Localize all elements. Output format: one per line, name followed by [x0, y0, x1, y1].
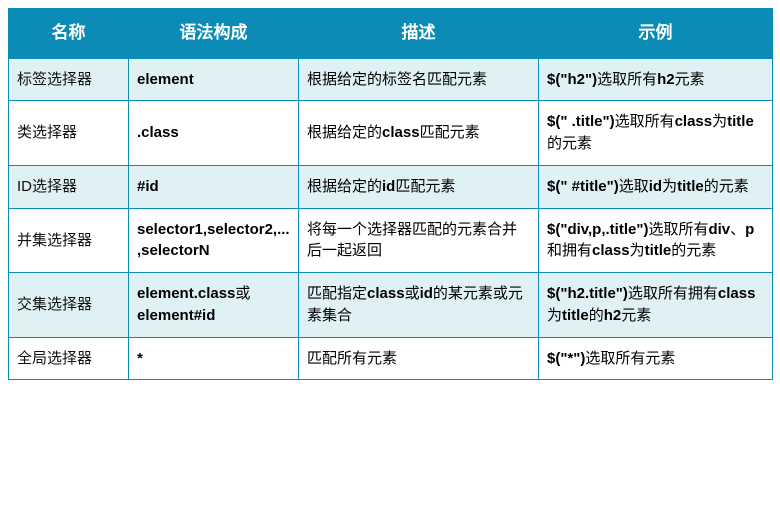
cell-example: $("h2")选取所有h2元素 — [539, 58, 773, 101]
cell-example: $("div,p,.title")选取所有div、p和拥有class为title… — [539, 208, 773, 273]
cell-desc: 根据给定的class匹配元素 — [299, 101, 539, 166]
selectors-table: 名称 语法构成 描述 示例 标签选择器element根据给定的标签名匹配元素$(… — [8, 8, 773, 380]
cell-name: 全局选择器 — [9, 337, 129, 380]
cell-name: ID选择器 — [9, 165, 129, 208]
col-desc: 描述 — [299, 9, 539, 59]
cell-desc: 根据给定的标签名匹配元素 — [299, 58, 539, 101]
cell-example: $("*")选取所有元素 — [539, 337, 773, 380]
cell-syntax: .class — [129, 101, 299, 166]
cell-name: 交集选择器 — [9, 273, 129, 338]
cell-name: 并集选择器 — [9, 208, 129, 273]
cell-desc: 根据给定的id匹配元素 — [299, 165, 539, 208]
cell-name: 类选择器 — [9, 101, 129, 166]
table-row: 交集选择器element.class或element#id匹配指定class或i… — [9, 273, 773, 338]
col-syntax: 语法构成 — [129, 9, 299, 59]
table-row: 并集选择器selector1,selector2,...,selectorN将每… — [9, 208, 773, 273]
table-row: 标签选择器element根据给定的标签名匹配元素$("h2")选取所有h2元素 — [9, 58, 773, 101]
table-row: ID选择器#id根据给定的id匹配元素$(" #title")选取id为titl… — [9, 165, 773, 208]
cell-example: $("h2.title")选取所有拥有class为title的h2元素 — [539, 273, 773, 338]
table-row: 全局选择器*匹配所有元素$("*")选取所有元素 — [9, 337, 773, 380]
table-body: 标签选择器element根据给定的标签名匹配元素$("h2")选取所有h2元素类… — [9, 58, 773, 380]
col-example: 示例 — [539, 9, 773, 59]
cell-desc: 匹配指定class或id的某元素或元素集合 — [299, 273, 539, 338]
cell-desc: 匹配所有元素 — [299, 337, 539, 380]
cell-name: 标签选择器 — [9, 58, 129, 101]
cell-desc: 将每一个选择器匹配的元素合并后一起返回 — [299, 208, 539, 273]
cell-syntax: * — [129, 337, 299, 380]
cell-example: $(" #title")选取id为title的元素 — [539, 165, 773, 208]
table-row: 类选择器.class根据给定的class匹配元素$(" .title")选取所有… — [9, 101, 773, 166]
cell-syntax: selector1,selector2,...,selectorN — [129, 208, 299, 273]
col-name: 名称 — [9, 9, 129, 59]
table-header-row: 名称 语法构成 描述 示例 — [9, 9, 773, 59]
cell-example: $(" .title")选取所有class为title的元素 — [539, 101, 773, 166]
cell-syntax: #id — [129, 165, 299, 208]
cell-syntax: element.class或element#id — [129, 273, 299, 338]
cell-syntax: element — [129, 58, 299, 101]
